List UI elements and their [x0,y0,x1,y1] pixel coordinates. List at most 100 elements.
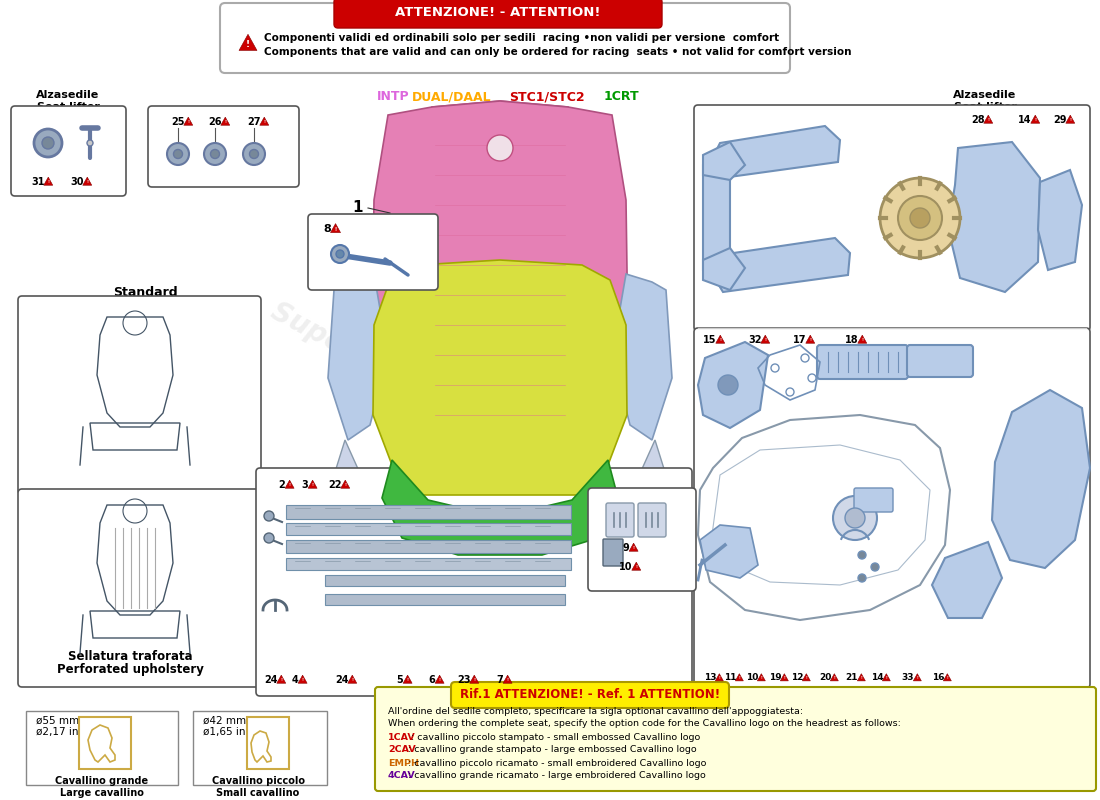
Polygon shape [631,562,641,570]
Polygon shape [735,674,744,681]
Polygon shape [285,480,294,488]
Text: !: ! [636,566,637,570]
Text: Sellatura traforata: Sellatura traforata [68,650,192,663]
Text: 31: 31 [31,177,45,187]
Text: 10: 10 [746,674,758,682]
FancyBboxPatch shape [606,503,634,537]
Text: !: ! [86,181,88,185]
Bar [286,523,571,535]
Polygon shape [82,177,91,186]
Text: 4CAV: 4CAV [388,771,416,781]
Text: !: ! [311,483,313,487]
Text: 18: 18 [845,335,859,345]
Circle shape [336,250,344,258]
Text: !: ! [507,678,508,682]
FancyBboxPatch shape [18,489,261,687]
Polygon shape [1066,115,1075,123]
Text: !: ! [280,678,283,682]
Text: !: ! [916,676,918,680]
Bar [286,505,571,519]
Text: !: ! [810,338,812,342]
Text: 11: 11 [724,674,736,682]
Text: : cavallino grande stampato - large embossed Cavallino logo: : cavallino grande stampato - large embo… [408,746,696,754]
FancyBboxPatch shape [908,345,974,377]
Circle shape [174,150,183,158]
Polygon shape [336,440,666,578]
Polygon shape [422,101,578,188]
Text: 33: 33 [902,674,914,682]
Text: STC1/STC2: STC1/STC2 [509,90,585,103]
Circle shape [880,178,960,258]
Text: 22: 22 [328,480,342,490]
Text: 10: 10 [619,562,632,572]
Text: 24: 24 [264,675,277,685]
Text: !: ! [764,338,767,342]
Polygon shape [328,274,388,440]
Polygon shape [761,335,770,343]
Text: 14: 14 [871,674,883,682]
Polygon shape [1038,170,1082,270]
Circle shape [87,140,94,146]
Text: 2: 2 [278,480,285,490]
Text: 12: 12 [791,674,803,682]
Polygon shape [703,142,745,180]
Circle shape [858,551,866,559]
Text: 1CRT: 1CRT [603,90,639,103]
Text: 15: 15 [703,335,717,345]
Polygon shape [944,674,952,681]
Polygon shape [470,675,478,683]
Polygon shape [857,674,866,681]
Text: !: ! [351,678,353,682]
Circle shape [871,563,879,571]
Text: 21: 21 [846,674,858,682]
Circle shape [250,150,258,158]
Text: 4: 4 [292,675,298,685]
Text: 26: 26 [208,117,222,127]
Text: !: ! [988,118,989,122]
Text: 1: 1 [353,201,363,215]
Polygon shape [341,480,350,488]
Text: When ordering the complete seat, specify the option code for the Cavallino logo : When ordering the complete seat, specify… [388,719,901,729]
FancyBboxPatch shape [334,0,662,28]
Circle shape [42,137,54,149]
FancyBboxPatch shape [26,711,178,785]
Text: !: ! [334,227,337,232]
Text: ø42 mm
ø1,65 inch: ø42 mm ø1,65 inch [204,715,257,737]
Text: 19: 19 [769,674,781,682]
Text: Alzasedile
Seat lifter: Alzasedile Seat lifter [36,90,100,112]
Polygon shape [932,542,1002,618]
FancyBboxPatch shape [638,503,666,537]
Polygon shape [858,335,867,343]
Text: !: ! [1069,118,1071,122]
Text: Standard: Standard [112,286,177,299]
Polygon shape [983,115,993,123]
FancyBboxPatch shape [603,539,623,566]
Polygon shape [612,274,672,440]
Polygon shape [802,674,811,681]
Text: 30: 30 [70,177,84,187]
Text: 14: 14 [1019,115,1032,125]
Text: 17: 17 [793,335,806,345]
FancyBboxPatch shape [11,106,127,196]
Text: !: ! [783,676,785,680]
Text: 23: 23 [458,675,471,685]
Polygon shape [703,162,730,273]
Polygon shape [330,223,341,233]
Circle shape [858,574,866,582]
Text: : cavallino grande ricamato - large embroidered Cavallino logo: : cavallino grande ricamato - large embr… [408,771,706,781]
Circle shape [801,354,808,362]
Text: !: ! [224,121,227,125]
Polygon shape [277,675,286,683]
Polygon shape [780,674,789,681]
Text: 1CAV: 1CAV [388,733,416,742]
Text: !: ! [632,546,635,550]
Polygon shape [372,101,628,450]
Text: !: ! [187,121,189,125]
Circle shape [167,143,189,165]
Text: !: ! [886,676,888,680]
Circle shape [910,208,930,228]
Polygon shape [757,674,766,681]
FancyBboxPatch shape [256,468,692,696]
Text: !: ! [439,678,441,682]
Text: 6: 6 [429,675,436,685]
